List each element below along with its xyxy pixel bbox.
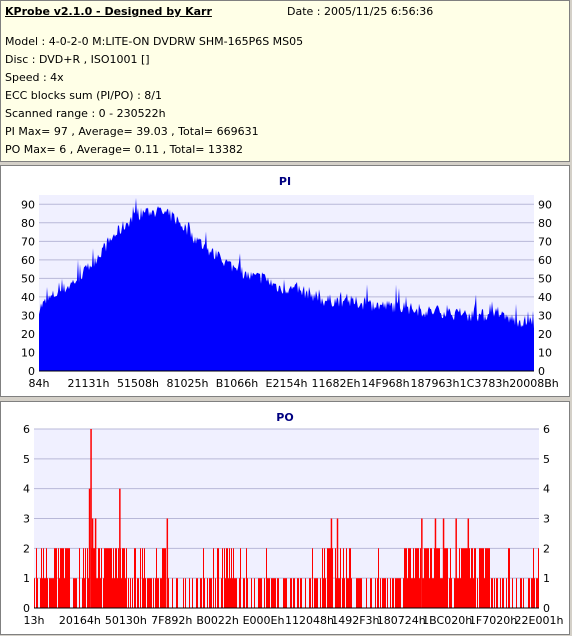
po-ytick-left: 3	[23, 513, 30, 526]
po-xtick: 1BC020h	[422, 614, 472, 627]
po-ytick-left: 4	[23, 483, 30, 496]
po-xtick: 50130h	[105, 614, 147, 627]
po-xtick: E000Eh	[243, 614, 285, 627]
ecc-blocks-sum: ECC blocks sum (PI/PO) : 8/1	[5, 89, 162, 102]
pi-summary: PI Max= 97 , Average= 39.03 , Total= 669…	[5, 125, 259, 138]
pi-ytick-left: 90	[21, 198, 35, 211]
po-ytick-right: 1	[543, 572, 550, 585]
po-ytick-right: 5	[543, 453, 550, 466]
po-xtick: 1492F3h	[331, 614, 379, 627]
po-xtick: 20164h	[59, 614, 101, 627]
po-series-bars	[34, 548, 539, 608]
po-xtick: 180724h	[377, 614, 426, 627]
po-xtick: 7F892h	[151, 614, 192, 627]
pi-ytick-left: 50	[21, 272, 35, 285]
disc-type: Disc : DVD+R , ISO1001 []	[5, 53, 150, 66]
pi-ytick-right: 40	[538, 291, 552, 304]
po-ytick-left: 6	[23, 423, 30, 436]
po-xtick: 22E001h	[515, 614, 564, 627]
pi-xtick: 84h	[29, 377, 50, 390]
pi-xtick: 21131h	[68, 377, 110, 390]
pi-series-area	[39, 197, 534, 371]
drive-model: Model : 4-0-2-0 M:LITE-ON DVDRW SHM-165P…	[5, 35, 304, 48]
pi-xtick: 20008Bh	[509, 377, 559, 390]
pi-ytick-right: 80	[538, 217, 552, 230]
scanned-range: Scanned range : 0 - 230522h	[5, 107, 166, 120]
pi-ytick-left: 70	[21, 235, 35, 248]
po-chart-title: PO	[276, 411, 294, 424]
po-ytick-right: 2	[543, 542, 550, 555]
po-ytick-left: 0	[23, 602, 30, 615]
pi-ytick-left: 80	[21, 217, 35, 230]
app-title: KProbe v2.1.0 - Designed by Karr	[5, 5, 212, 18]
po-xtick: 1F7020h	[469, 614, 517, 627]
po-ytick-right: 6	[543, 423, 550, 436]
pi-xtick: B1066h	[216, 377, 259, 390]
pi-ytick-left: 0	[28, 365, 35, 378]
pi-ytick-right: 50	[538, 272, 552, 285]
pi-ytick-right: 10	[538, 346, 552, 359]
po-ytick-left: 2	[23, 542, 30, 555]
pi-ytick-right: 70	[538, 235, 552, 248]
pi-ytick-right: 30	[538, 309, 552, 322]
po-ytick-left: 5	[23, 453, 30, 466]
scan-date: Date : 2005/11/25 6:56:36	[287, 5, 434, 18]
pi-xtick: 11682Eh	[312, 377, 361, 390]
pi-chart: 0 0 10 10 20 20 30 30 40 40 50 50 60 60 70 70 80 80 90 90 84…	[21, 195, 559, 390]
po-ytick-right: 4	[543, 483, 550, 496]
po-xtick: B0022h	[196, 614, 239, 627]
pi-xtick: E2154h	[266, 377, 308, 390]
pi-chart-panel: PI 0 0 10 10 20 20 30 30 40 40 50 50 60 60 70 70 80 80 90 9…	[0, 165, 570, 397]
pi-ytick-left: 60	[21, 254, 35, 267]
pi-ytick-right: 20	[538, 328, 552, 341]
pi-xtick: 187963h	[411, 377, 460, 390]
po-xtick: 13h	[24, 614, 45, 627]
pi-ytick-left: 40	[21, 291, 35, 304]
pi-xtick: 51508h	[117, 377, 159, 390]
pi-xtick: 1C3783h	[460, 377, 510, 390]
pi-ytick-right: 90	[538, 198, 552, 211]
info-panel: KProbe v2.1.0 - Designed by Karr Date : …	[0, 0, 570, 162]
po-chart-panel: PO 0 0 1 1 2 2 3 3 4 4 5 5 6 6 13h 20164h 50130h 7F892h B0…	[0, 401, 570, 635]
scan-speed: Speed : 4x	[5, 71, 64, 84]
po-ytick-right: 3	[543, 513, 550, 526]
po-chart: 0 0 1 1 2 2 3 3 4 4 5 5 6 6 13h 20164h 50130h 7F892h B0022…	[23, 423, 564, 627]
pi-chart-title: PI	[278, 175, 292, 188]
po-xtick: 112048h	[285, 614, 334, 627]
pi-xtick: 81025h	[167, 377, 209, 390]
po-summary: PO Max= 6 , Average= 0.11 , Total= 13382	[5, 143, 243, 156]
pi-ytick-left: 30	[21, 309, 35, 322]
pi-ytick-right: 0	[538, 365, 545, 378]
po-ytick-left: 1	[23, 572, 30, 585]
pi-ytick-left: 10	[21, 346, 35, 359]
pi-ytick-left: 20	[21, 328, 35, 341]
pi-xtick: 14F968h	[361, 377, 409, 390]
po-ytick-right: 0	[543, 602, 550, 615]
pi-ytick-right: 60	[538, 254, 552, 267]
